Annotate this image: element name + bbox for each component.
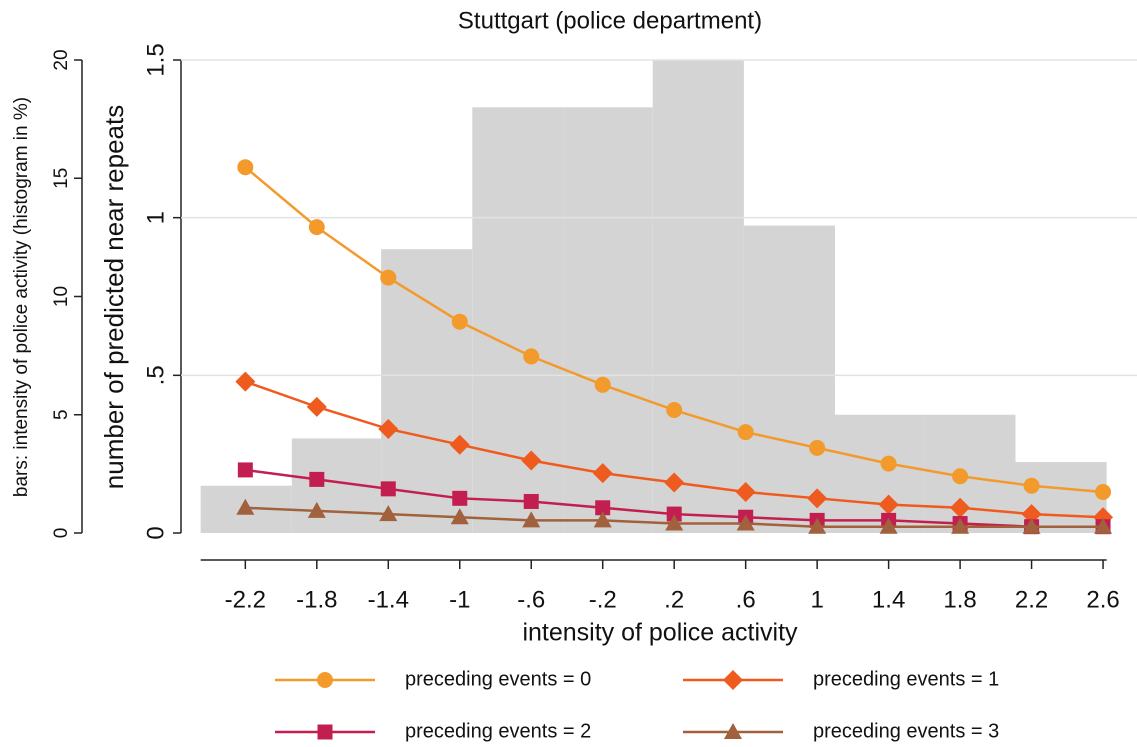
marker bbox=[307, 501, 326, 518]
marker bbox=[950, 497, 971, 518]
marker bbox=[807, 488, 828, 509]
legend-label: preceding events = 2 bbox=[405, 720, 591, 742]
marker bbox=[737, 424, 754, 441]
histogram-bar bbox=[835, 414, 925, 533]
marker bbox=[595, 500, 611, 516]
marker bbox=[380, 269, 397, 286]
marker bbox=[879, 517, 898, 534]
x-tick-label: 1.8 bbox=[943, 586, 976, 613]
marker bbox=[523, 348, 540, 365]
marker bbox=[951, 517, 970, 534]
legend-marker bbox=[317, 672, 333, 688]
x-tick-label: -1.4 bbox=[368, 586, 409, 613]
x-tick-label: .2 bbox=[664, 586, 684, 613]
x-tick-label: -2.2 bbox=[225, 586, 266, 613]
marker bbox=[521, 450, 542, 471]
marker bbox=[1095, 484, 1112, 501]
histogram-bar bbox=[381, 249, 473, 533]
legend-label: preceding events = 3 bbox=[813, 720, 999, 742]
marker bbox=[1023, 477, 1040, 494]
y-tick-label: 1 bbox=[142, 211, 169, 224]
y-axis-label: number of predicted near repeats bbox=[99, 105, 129, 489]
marker bbox=[594, 376, 611, 393]
marker bbox=[1021, 504, 1042, 525]
marker bbox=[1022, 517, 1041, 534]
y-tick-label: .5 bbox=[142, 365, 169, 385]
x-tick-label: 2.2 bbox=[1015, 586, 1048, 613]
marker bbox=[378, 418, 399, 439]
marker bbox=[592, 463, 613, 484]
histogram-bar bbox=[743, 225, 836, 534]
marker bbox=[236, 498, 255, 515]
marker bbox=[308, 219, 325, 236]
marker bbox=[952, 468, 969, 485]
marker bbox=[593, 511, 612, 528]
x-tick-label: -.2 bbox=[589, 586, 617, 613]
marker bbox=[664, 472, 685, 493]
marker bbox=[736, 514, 755, 531]
marker bbox=[808, 517, 827, 534]
x-tick-label: .6 bbox=[736, 586, 756, 613]
marker bbox=[665, 514, 684, 531]
legend-marker bbox=[724, 723, 742, 739]
y-tick-label: 0 bbox=[142, 526, 169, 539]
marker bbox=[306, 396, 327, 417]
x-tick-label: -.6 bbox=[517, 586, 545, 613]
marker bbox=[237, 462, 253, 478]
marker bbox=[666, 506, 682, 522]
marker bbox=[309, 471, 325, 487]
histogram-bar bbox=[563, 107, 653, 534]
x-axis-label: intensity of police activity bbox=[522, 619, 798, 647]
x-tick-label: 1.4 bbox=[872, 586, 905, 613]
legend-marker bbox=[317, 724, 333, 740]
x-tick-label: 2.6 bbox=[1086, 586, 1119, 613]
histogram-axis-label: bars: intensity of police activity (hist… bbox=[11, 97, 32, 497]
marker bbox=[450, 508, 469, 525]
marker bbox=[523, 493, 539, 509]
marker bbox=[380, 481, 396, 497]
marker bbox=[878, 494, 899, 515]
histogram-tick-label: 10 bbox=[51, 286, 72, 307]
marker bbox=[449, 434, 470, 455]
marker bbox=[451, 313, 468, 330]
marker bbox=[237, 159, 254, 176]
chart-title: Stuttgart (police department) bbox=[458, 7, 762, 34]
histogram-tick-label: 0 bbox=[51, 528, 72, 539]
marker bbox=[522, 511, 541, 528]
histogram-tick-label: 20 bbox=[51, 49, 72, 70]
marker bbox=[235, 371, 256, 392]
legend-label: preceding events = 0 bbox=[405, 668, 591, 690]
histogram-tick-label: 5 bbox=[51, 409, 72, 420]
histogram-bar bbox=[924, 414, 1016, 533]
marker bbox=[452, 490, 468, 506]
marker bbox=[666, 402, 683, 419]
marker bbox=[809, 439, 826, 456]
legend-marker bbox=[723, 670, 743, 690]
legend-label: preceding events = 1 bbox=[813, 668, 999, 690]
histogram-tick-label: 15 bbox=[51, 168, 72, 189]
marker bbox=[379, 505, 398, 522]
y-tick-label: 1.5 bbox=[142, 43, 169, 76]
histogram-bar bbox=[472, 107, 564, 534]
histogram-bar bbox=[652, 60, 744, 533]
marker bbox=[1094, 517, 1113, 534]
x-tick-label: -1.8 bbox=[296, 586, 337, 613]
marker bbox=[735, 482, 756, 503]
x-tick-label: 1 bbox=[810, 586, 823, 613]
x-tick-label: -1 bbox=[449, 586, 470, 613]
marker bbox=[880, 455, 897, 472]
